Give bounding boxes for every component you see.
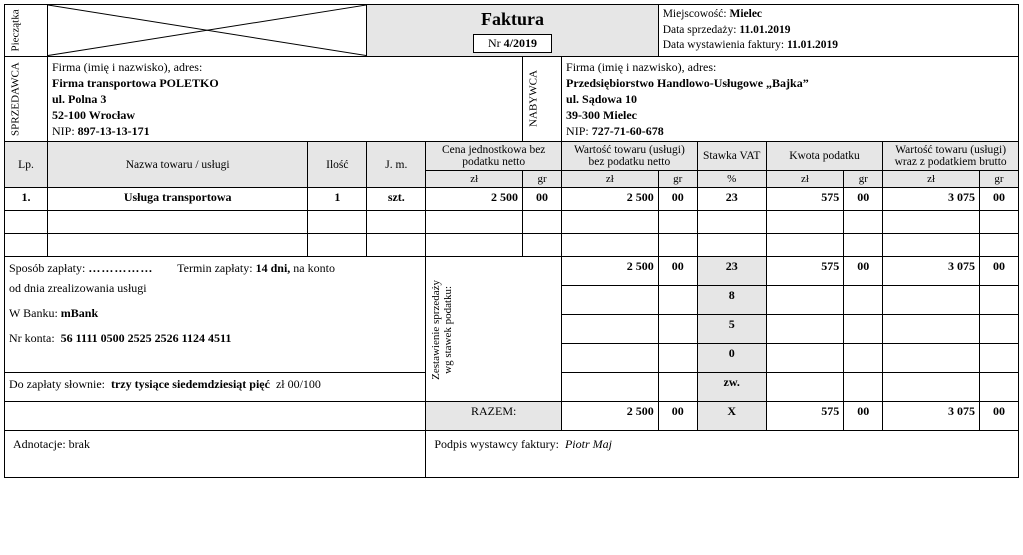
invoice-table: Pieczątka Faktura Nr 4/2019 Miejscowość:…	[4, 4, 1019, 478]
annotations-box: Adnotacje: brak	[5, 431, 426, 478]
item-row-empty	[5, 234, 1019, 257]
signature-box: Podpis wystawcy faktury: Piotr Maj	[426, 431, 1019, 478]
buyer-box: Firma (imię i nazwisko), adres: Przedsię…	[562, 56, 1019, 142]
seller-name: Firma transportowa POLETKO	[52, 76, 219, 90]
buyer-label: NABYWCA	[523, 56, 562, 142]
amount-in-words: Do zapłaty słownie: trzy tysiące siedemd…	[5, 373, 426, 402]
buyer-addr2: 39-300 Mielec	[566, 108, 637, 122]
invoice-number: Nr 4/2019	[473, 34, 552, 53]
invoice-title: Faktura	[371, 9, 653, 30]
buyer-name: Przedsiębiorstwo Handlowo-Usługowe „Bajk…	[566, 76, 809, 90]
stamp-cross-icon	[48, 5, 366, 56]
seller-addr2: 52-100 Wrocław	[52, 108, 135, 122]
items-header: Lp. Nazwa towaru / usługi Ilość J. m. Ce…	[5, 142, 1019, 171]
stamp-box	[48, 5, 367, 57]
invoice-title-box: Faktura Nr 4/2019	[367, 5, 658, 57]
summary-row-23: Sposób zapłaty: …………… Termin zapłaty: 14…	[5, 257, 1019, 286]
payment-box: Sposób zapłaty: …………… Termin zapłaty: 14…	[5, 257, 426, 373]
buyer-nip: 727-71-60-678	[592, 124, 664, 138]
footer-row: Adnotacje: brak Podpis wystawcy faktury:…	[5, 431, 1019, 478]
buyer-addr1: ul. Sądowa 10	[566, 92, 637, 106]
seller-addr1: ul. Polna 3	[52, 92, 106, 106]
seller-label: SPRZEDAWCA	[5, 56, 48, 142]
signature: Piotr Maj	[565, 437, 612, 451]
item-row-1: 1. Usługa transportowa 1 szt. 2 50000 2 …	[5, 188, 1019, 211]
seller-box: Firma (imię i nazwisko), adres: Firma tr…	[48, 56, 523, 142]
meta-box: Miejscowość: Mielec Data sprzedaży: 11.0…	[658, 5, 1018, 57]
total-row: RAZEM: 2 50000 X 57500 3 07500	[5, 402, 1019, 431]
item-row-empty	[5, 211, 1019, 234]
seller-nip: 897-13-13-171	[78, 124, 150, 138]
stamp-label: Pieczątka	[5, 5, 48, 57]
summary-side-label: Zestawienie sprzedażywg stawek podatku:	[426, 257, 562, 402]
